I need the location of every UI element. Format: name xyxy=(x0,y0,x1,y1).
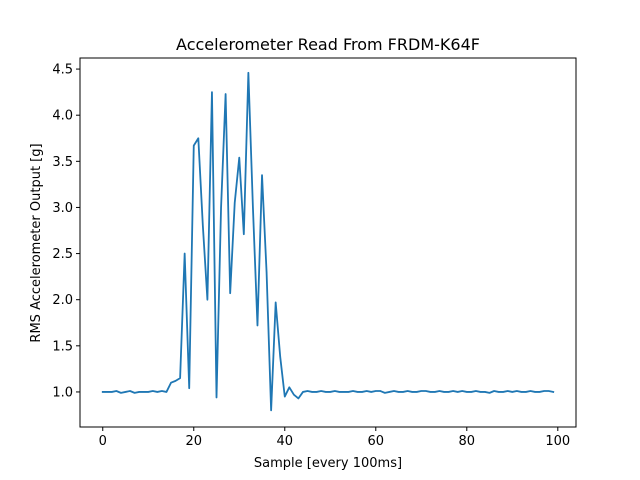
x-tick-label: 20 xyxy=(185,434,202,449)
x-tick-label: 100 xyxy=(545,434,570,449)
y-tick-label: 1.0 xyxy=(52,385,73,400)
x-tick-label: 40 xyxy=(276,434,293,449)
y-axis: 1.0 1.5 2.0 2.5 3.0 3.5 4.0 4.5 xyxy=(52,63,80,400)
y-tick-label: 2.0 xyxy=(52,293,73,308)
plot-area xyxy=(79,57,577,428)
y-tick-label: 4.0 xyxy=(52,109,73,124)
y-tick-label: 4.5 xyxy=(52,63,73,78)
y-tick-label: 3.0 xyxy=(52,201,73,216)
x-tick-label: 0 xyxy=(99,434,107,449)
y-tick-label: 1.5 xyxy=(52,339,73,354)
x-tick-label: 80 xyxy=(459,434,476,449)
axes-frame xyxy=(79,57,577,428)
series-line-0 xyxy=(101,71,555,412)
y-tick-label: 3.5 xyxy=(52,155,73,170)
x-tick-label: 60 xyxy=(368,434,385,449)
y-tick-label: 2.5 xyxy=(52,247,73,262)
chart-title: Accelerometer Read From FRDM-K64F xyxy=(176,35,480,54)
x-axis-label: Sample [every 100ms] xyxy=(254,456,402,471)
x-axis: 0 20 40 60 80 100 xyxy=(99,427,570,449)
y-axis-label: RMS Accelerometer Output [g] xyxy=(29,143,44,342)
